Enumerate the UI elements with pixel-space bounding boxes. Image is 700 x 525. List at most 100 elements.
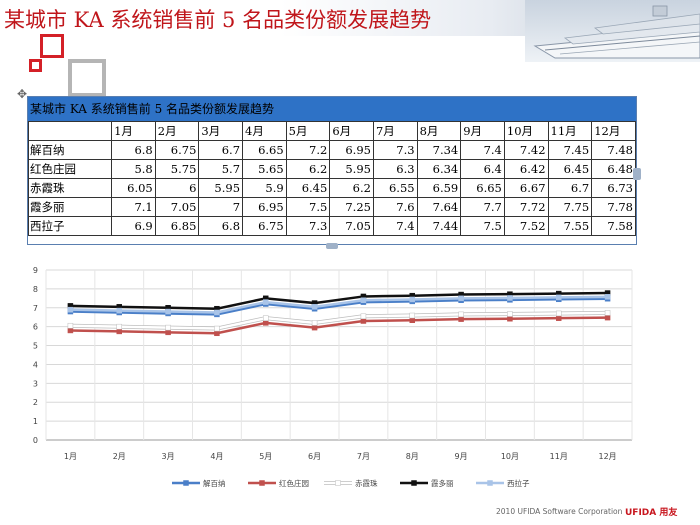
data-point [604, 310, 611, 316]
data-point [214, 325, 220, 332]
data-table-frame[interactable]: 某城市 KA 系统销售前 5 名品类份额发展趋势 1月 2月 3月 4月 5月 … [27, 96, 637, 245]
line-chart: 0 1 2 3 4 5 6 7 8 9 1月 2月 3月 4月 5月 6月 7月 8月 9月 10月 11月 12月 解百纳… [20, 262, 640, 497]
data-point [214, 330, 220, 337]
header-cell: 12月 [591, 121, 636, 141]
table-cell: 7.64 [416, 197, 462, 217]
table-cell: 7.3 [285, 216, 331, 236]
series-line [70, 311, 608, 330]
data-point [67, 306, 74, 313]
series-line [70, 291, 608, 310]
table-header-row: 1月 2月 3月 4月 5月 6月 7月 8月 9月 10月 11月 12月 [27, 121, 636, 141]
data-point [214, 309, 220, 316]
data-point [116, 307, 122, 314]
table-cell: 5.75 [154, 159, 200, 179]
table-cell: 7.72 [503, 197, 549, 217]
table-cell: 6.85 [154, 216, 200, 236]
footer-copyright: 2010 UFIDA Software Corporation [496, 507, 623, 516]
table-cell: 7.58 [591, 216, 636, 236]
table-cell: 6.95 [242, 197, 287, 217]
data-point [311, 320, 318, 326]
y-tick-label: 0 [33, 436, 38, 445]
legend-marker-point [335, 480, 341, 486]
row-label: 红色庄园 [27, 159, 113, 179]
x-tick-label: 10月 [501, 452, 519, 461]
x-tick-label: 4月 [210, 452, 223, 461]
ufida-logo: UFIDA 用友 [625, 508, 678, 518]
table-cell: 7.4 [372, 216, 418, 236]
table-cell: 7.75 [547, 197, 593, 217]
x-tick-label: 6月 [308, 452, 321, 461]
header-cell: 7月 [372, 121, 418, 141]
data-point [67, 327, 74, 334]
y-tick-label: 5 [33, 342, 38, 351]
table-cell: 7.4 [460, 140, 505, 160]
header-cell: 10月 [503, 121, 549, 141]
data-point [116, 323, 122, 330]
y-tick-label: 1 [33, 417, 38, 426]
data-point [409, 312, 415, 319]
table-cell: 6.2 [285, 159, 331, 179]
series-line [70, 295, 608, 314]
move-handle-icon[interactable]: ✥ [16, 87, 28, 101]
table-cell: 5.9 [242, 178, 287, 198]
x-tick-label: 2月 [113, 452, 126, 461]
table-cell: 7 [198, 197, 244, 217]
data-point [458, 295, 464, 302]
table-cell: 5.8 [111, 159, 156, 179]
decor-square-gray [68, 59, 106, 97]
table-row: 霞多丽 7.1 7.05 7 6.95 7.5 7.25 7.6 7.64 7.… [27, 197, 636, 217]
data-point [116, 328, 122, 335]
table-cell: 6.05 [111, 178, 156, 198]
table-cell: 6.8 [111, 140, 156, 160]
data-point [507, 315, 513, 322]
row-label: 赤霞珠 [27, 178, 113, 198]
x-tick-label: 9月 [455, 452, 468, 461]
series-line [70, 297, 608, 316]
data-point [507, 311, 513, 317]
data-point [409, 296, 415, 303]
table-cell: 7.5 [460, 216, 505, 236]
table-cell: 7.48 [591, 140, 636, 160]
data-point [556, 294, 562, 301]
table-cell: 7.45 [547, 140, 593, 160]
table-cell: 5.95 [329, 159, 374, 179]
legend-label: 西拉子 [507, 478, 530, 488]
table-cell: 7.3 [372, 140, 418, 160]
y-tick-label: 6 [33, 323, 38, 332]
table-cell: 6.75 [242, 216, 287, 236]
table-cell: 6.45 [285, 178, 331, 198]
legend-marker-point [259, 480, 265, 486]
data-point [507, 295, 513, 301]
resize-handle-right[interactable] [633, 168, 641, 180]
y-tick-label: 3 [33, 379, 38, 388]
header-cell: 9月 [460, 121, 505, 141]
legend-label: 红色庄园 [279, 478, 309, 488]
data-point [311, 324, 318, 331]
header-cell: 4月 [242, 121, 287, 141]
table-cell: 6.42 [503, 159, 549, 179]
resize-handle-bottom[interactable] [326, 243, 338, 249]
header-cell: 2月 [154, 121, 200, 141]
table-cell: 7.6 [372, 197, 418, 217]
line-chart-svg: 0 1 2 3 4 5 6 7 8 9 1月 2月 3月 4月 5月 6月 7月 8月 9月 10月 11月 12月解百纳… [33, 266, 633, 488]
data-point [360, 313, 367, 320]
table-cell: 7.5 [285, 197, 331, 217]
data-table: 1月 2月 3月 4月 5月 6月 7月 8月 9月 10月 11月 12月 解… [27, 121, 636, 236]
x-tick-label: 8月 [406, 452, 419, 461]
header-cell: 11月 [547, 121, 593, 141]
header-cell: 3月 [198, 121, 244, 141]
legend-label: 赤霞珠 [355, 478, 378, 488]
table-cell: 6.3 [372, 159, 418, 179]
table-cell: 6.7 [198, 140, 244, 160]
header-cell: 1月 [111, 121, 156, 141]
header-cell: 6月 [329, 121, 374, 141]
legend-label: 霞多丽 [431, 478, 454, 488]
cruise-ship-image [525, 0, 700, 62]
table-cell: 5.65 [242, 159, 287, 179]
data-point [360, 318, 367, 324]
table-cell: 6.34 [416, 159, 462, 179]
table-cell: 7.7 [460, 197, 505, 217]
table-cell: 6.73 [591, 178, 636, 198]
decor-square-red-large [40, 34, 64, 58]
table-cell: 6.48 [591, 159, 636, 179]
